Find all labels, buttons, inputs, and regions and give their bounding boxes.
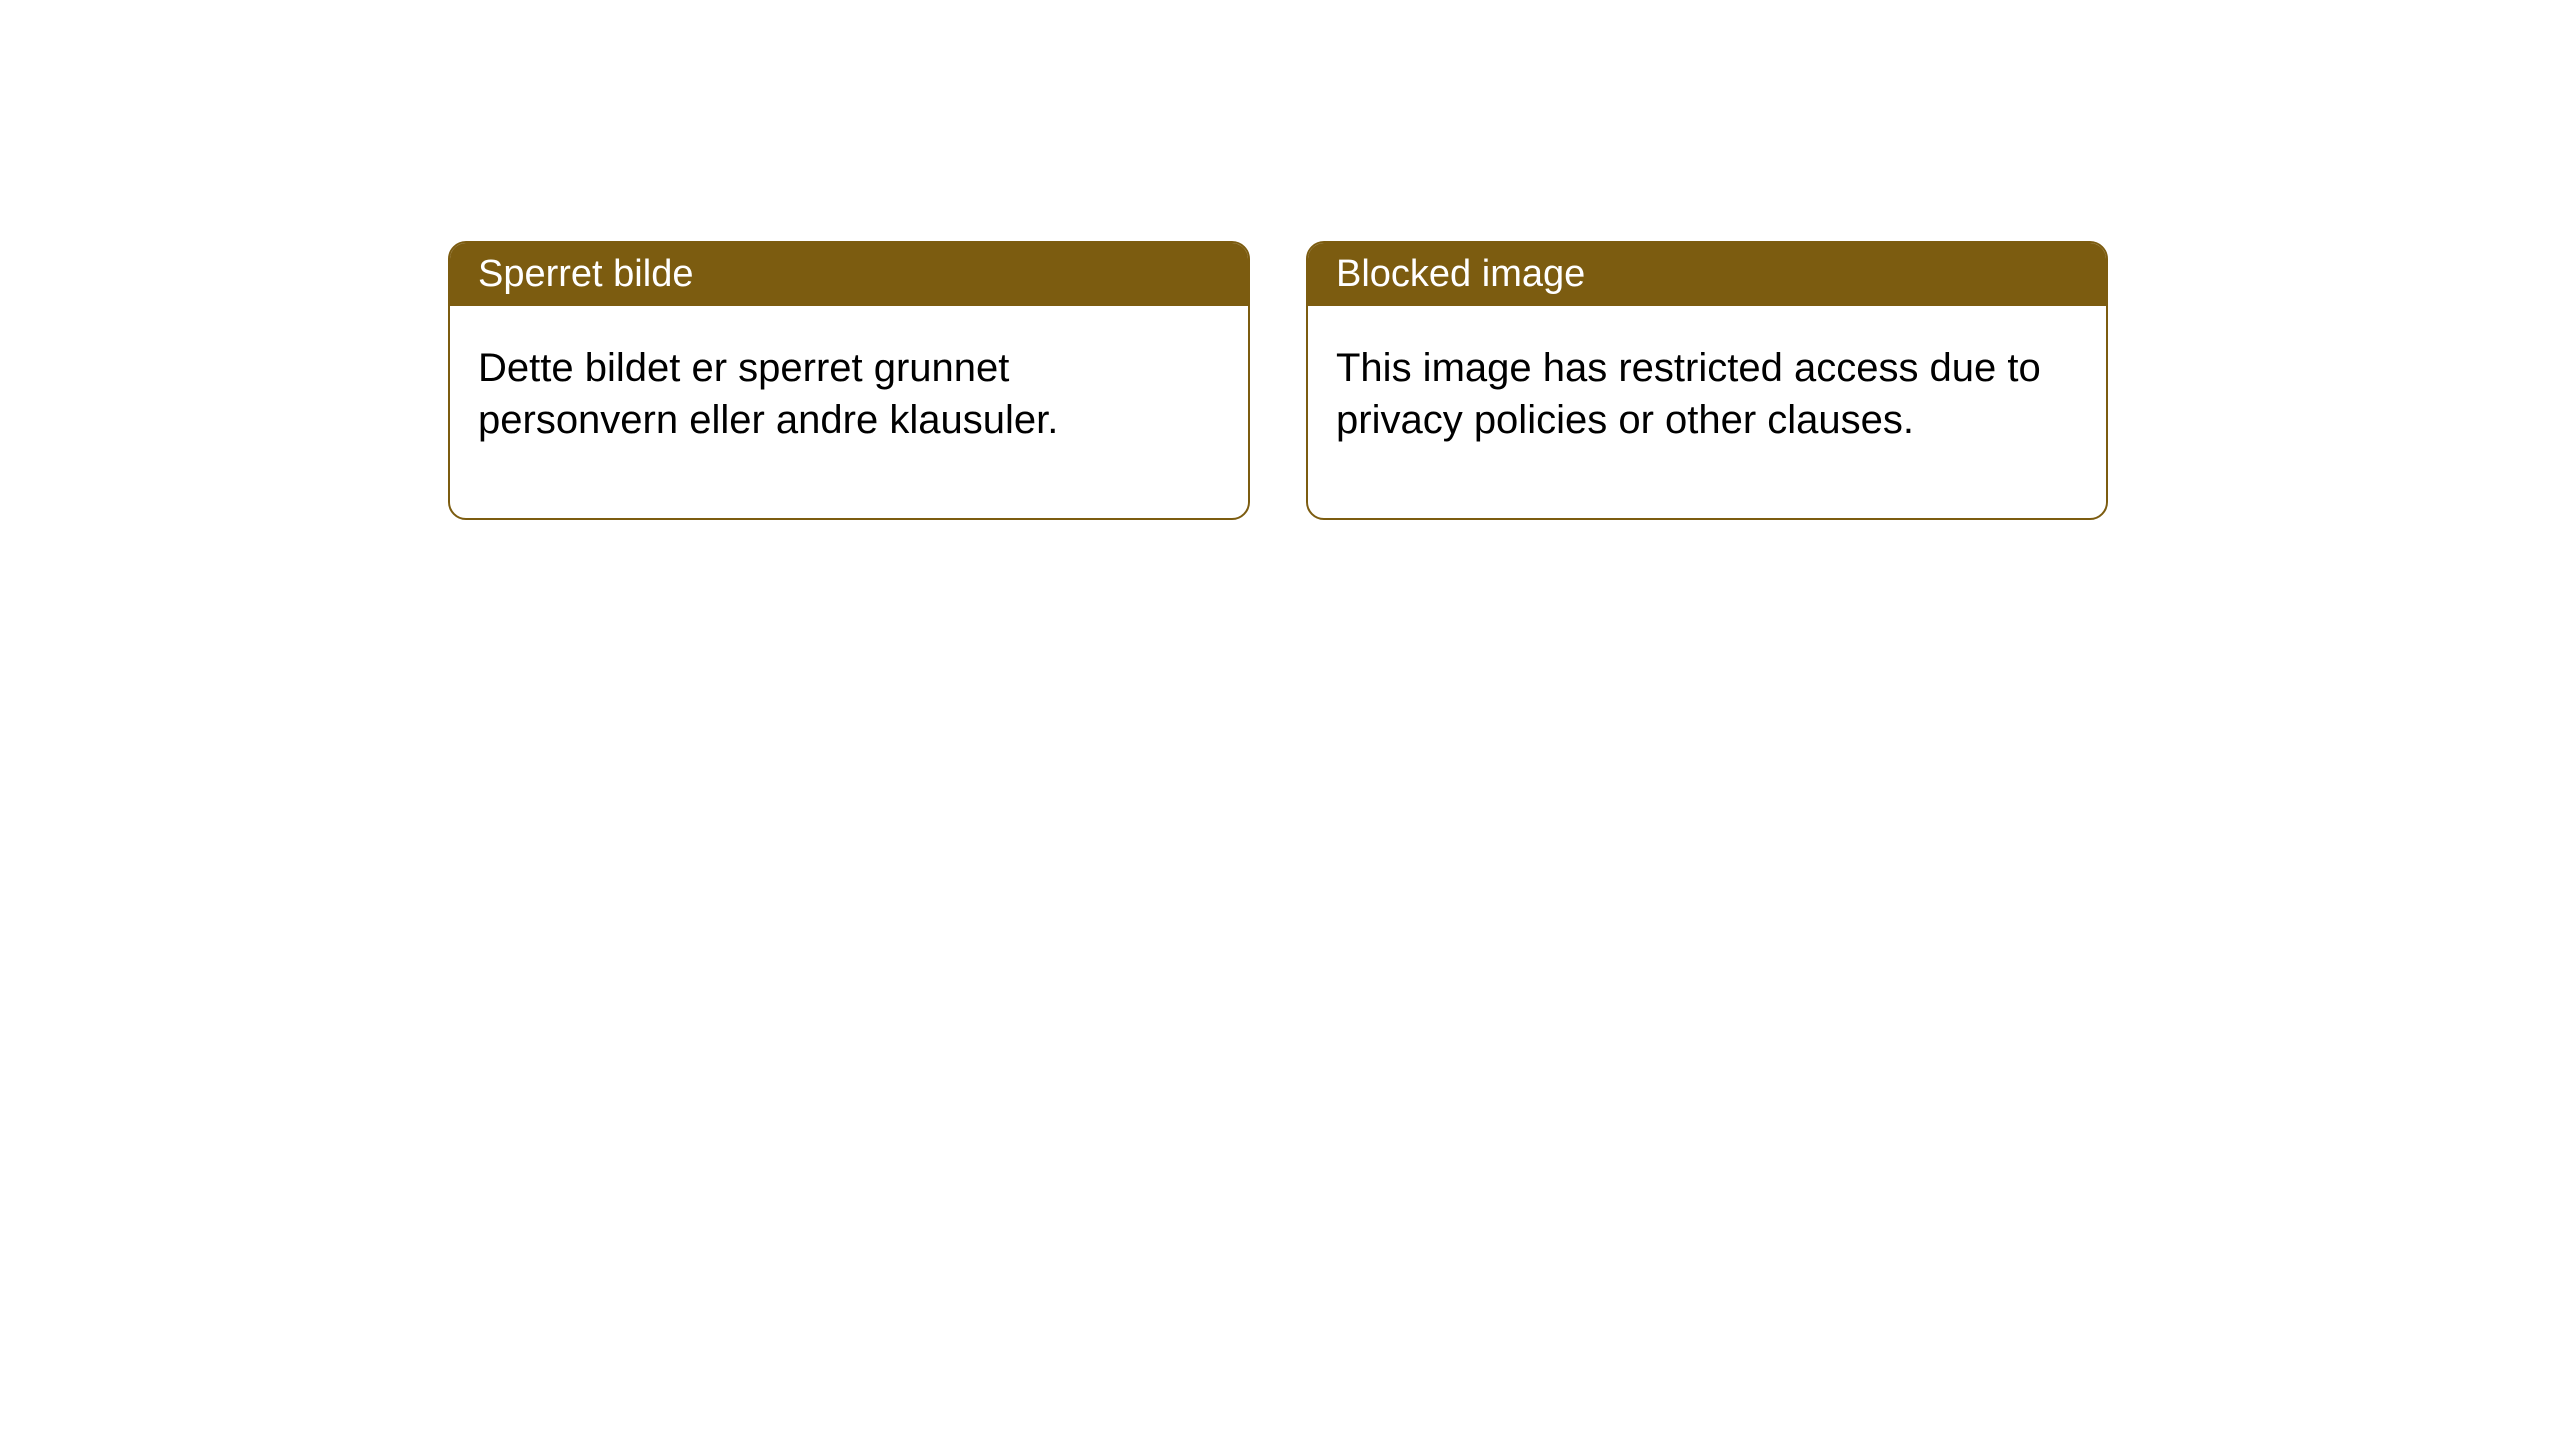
card-header-no: Sperret bilde — [450, 243, 1248, 306]
notice-cards-row: Sperret bilde Dette bildet er sperret gr… — [0, 0, 2560, 520]
blocked-image-card-no: Sperret bilde Dette bildet er sperret gr… — [448, 241, 1250, 520]
card-header-en: Blocked image — [1308, 243, 2106, 306]
card-body-no: Dette bildet er sperret grunnet personve… — [450, 306, 1248, 518]
card-body-text-en: This image has restricted access due to … — [1336, 346, 2041, 442]
blocked-image-card-en: Blocked image This image has restricted … — [1306, 241, 2108, 520]
card-body-en: This image has restricted access due to … — [1308, 306, 2106, 518]
card-title-no: Sperret bilde — [478, 253, 693, 295]
card-title-en: Blocked image — [1336, 253, 1585, 295]
card-body-text-no: Dette bildet er sperret grunnet personve… — [478, 346, 1058, 442]
